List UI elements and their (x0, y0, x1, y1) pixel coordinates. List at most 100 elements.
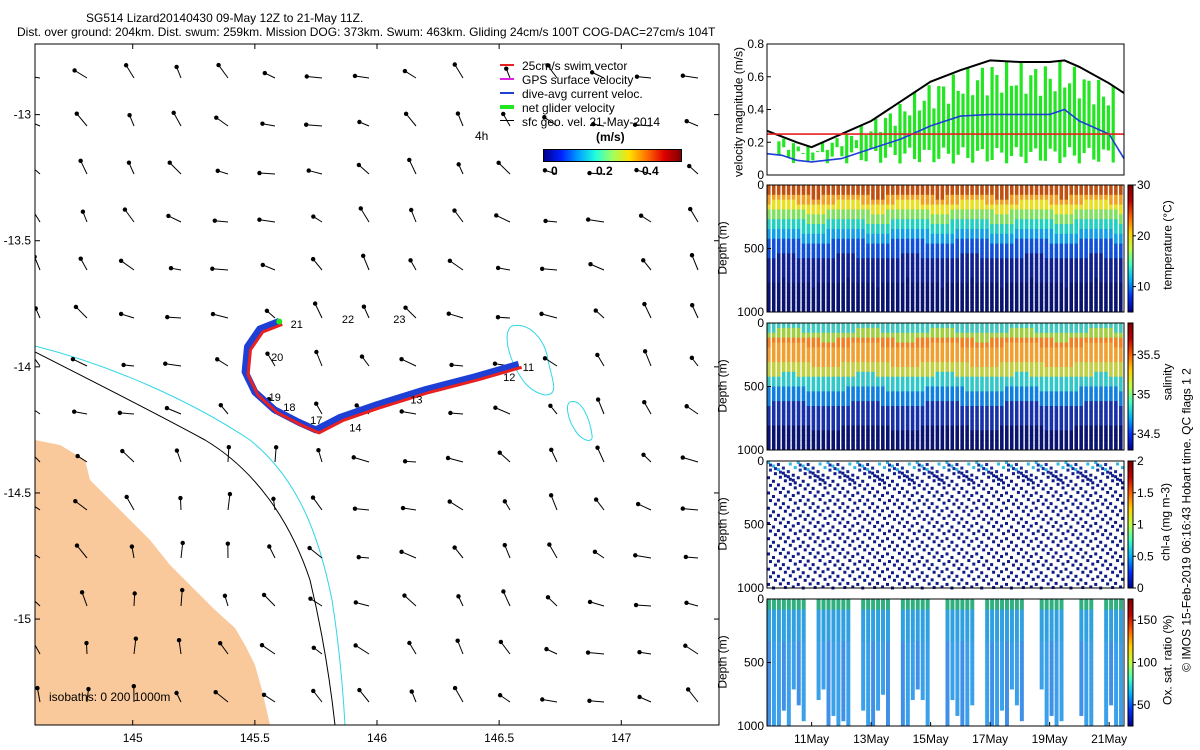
chl-point (912, 466, 916, 470)
profile-cell (1094, 292, 1098, 298)
profile-cell (1104, 362, 1108, 368)
current-arrowhead (542, 356, 548, 361)
profile-cell (871, 189, 875, 196)
profile-cell (1069, 272, 1074, 279)
current-arrow (262, 264, 276, 271)
chl-point (843, 570, 847, 574)
profile-cell (1104, 430, 1108, 436)
profile-cell (841, 204, 845, 210)
profile-cell (1114, 415, 1118, 422)
profile-cell (826, 233, 831, 240)
profile-cell (841, 347, 845, 353)
profile-cell (876, 420, 880, 427)
profile-cell (831, 194, 836, 201)
profile-cell (905, 401, 910, 407)
profile-cell (871, 233, 875, 240)
profile-cell (895, 337, 900, 344)
current-arrowhead (635, 501, 641, 507)
profile-cell (1054, 277, 1059, 284)
chl-point (902, 585, 906, 589)
profile-cell (955, 258, 959, 264)
net-velocity-bar (777, 141, 781, 156)
profile-cell (801, 253, 806, 259)
profile-cell (826, 327, 831, 334)
profile-cell (767, 391, 771, 397)
profile-cell (836, 425, 840, 431)
profile-cell (945, 396, 950, 402)
profile-cell (1084, 406, 1088, 412)
profile-cell (821, 430, 826, 436)
profile-cell (886, 272, 890, 279)
profile-cell (1024, 287, 1029, 293)
chl-point (768, 575, 772, 579)
profile-cell (1044, 391, 1049, 397)
profile-cell (965, 401, 969, 407)
map-xtick-label: 146.5 (484, 731, 514, 745)
profile-cell (821, 214, 826, 220)
chl-point (930, 471, 934, 475)
profile-cell (955, 327, 959, 334)
profile-cell (871, 297, 875, 303)
profile-cell (920, 238, 925, 245)
profile-cell (895, 277, 900, 284)
net-velocity-bar (1053, 91, 1057, 152)
profile-cell (895, 228, 900, 235)
chl-point (895, 574, 899, 578)
profile-cell (806, 233, 811, 240)
profile-cell (1094, 420, 1098, 427)
profile-cell (1019, 233, 1024, 240)
profile-cell (771, 238, 776, 245)
profile-cell (915, 445, 920, 451)
profile-cell (826, 396, 831, 402)
profile-cell (1024, 209, 1029, 215)
current-arrowhead (356, 554, 361, 560)
profile-cell (851, 228, 855, 235)
profile-cell (895, 332, 900, 339)
profile-cell (1074, 362, 1078, 368)
profile-cell (935, 282, 940, 289)
profile-cell (945, 282, 950, 289)
profile-cell (881, 415, 885, 422)
profile-cell (1099, 233, 1103, 240)
profile-cell (1079, 425, 1083, 431)
chl-point (851, 478, 855, 482)
profile-cell (861, 396, 865, 402)
profile-cell (1049, 302, 1054, 308)
profile-cell (975, 272, 979, 279)
profile-cell (960, 243, 964, 249)
profile-cell (1074, 352, 1078, 358)
profile-cell (1024, 440, 1029, 446)
profile-cell (980, 406, 984, 412)
profile-cell (846, 219, 850, 225)
profile-cell (1119, 209, 1123, 215)
chl-point (920, 571, 924, 575)
current-arrowhead (260, 121, 265, 126)
profile-cell (861, 391, 865, 397)
profile-cell (890, 381, 895, 387)
profile-cell (771, 199, 776, 206)
profile-cell (821, 263, 826, 269)
profile-cell (1034, 287, 1039, 293)
profile-cell (826, 209, 831, 215)
profile-cell (955, 381, 959, 387)
profile-cell (1099, 440, 1103, 446)
profile-cell (940, 362, 945, 368)
profile-cell (955, 406, 959, 412)
profile-cell (767, 430, 771, 436)
profile-cell (1029, 185, 1034, 191)
profile-cell (1064, 410, 1069, 417)
profile-cell (1079, 323, 1083, 329)
profile-cell (1114, 342, 1118, 348)
profile-cell (975, 376, 979, 383)
profile-cell (915, 396, 920, 402)
profile-cell (881, 307, 885, 313)
chl-point (881, 524, 885, 528)
profile-cell (990, 189, 994, 196)
current-arrowhead (400, 505, 406, 511)
profile-cell (895, 440, 900, 446)
profile-cell (791, 352, 796, 358)
profile-cell (786, 381, 791, 387)
chl-point (786, 505, 790, 509)
profile-cell (861, 445, 865, 451)
